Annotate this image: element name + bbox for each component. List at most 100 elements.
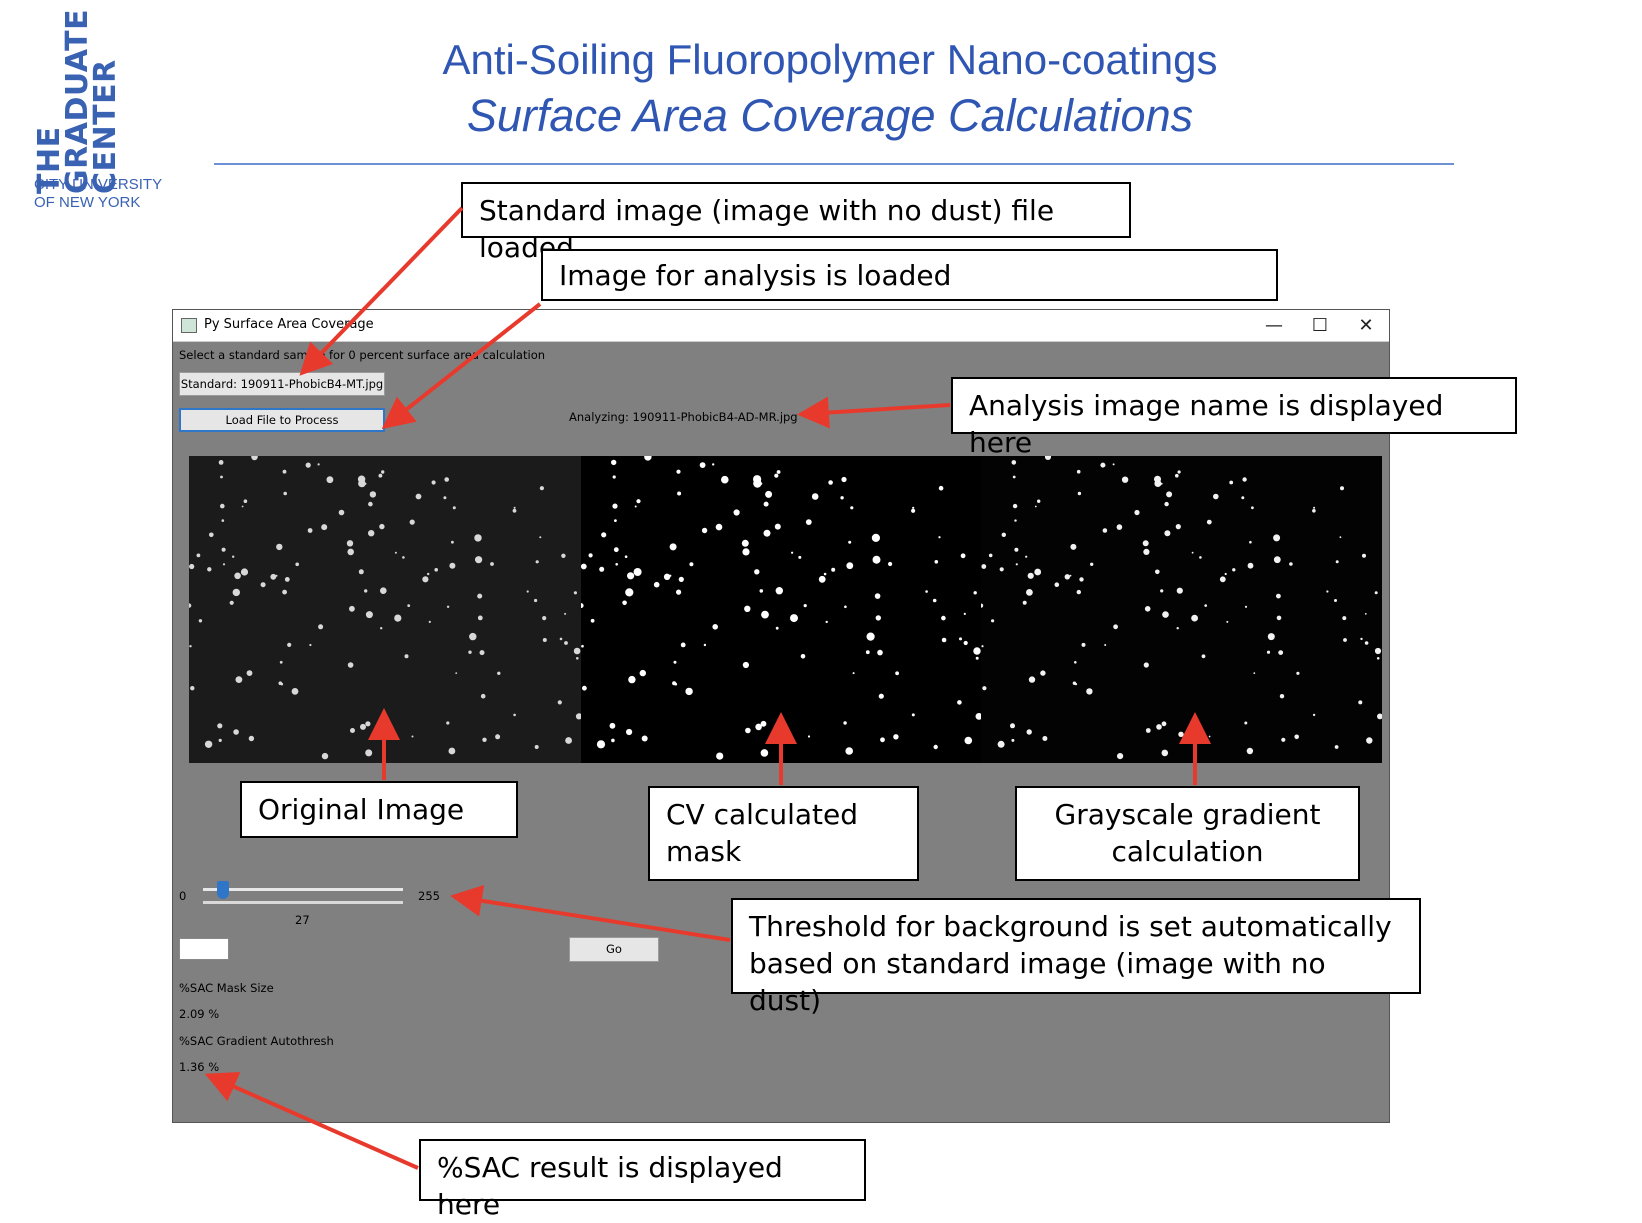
particle-dot bbox=[479, 650, 485, 656]
minimize-button[interactable]: — bbox=[1265, 315, 1283, 336]
particle-dot bbox=[872, 555, 881, 564]
particle-dot bbox=[878, 693, 884, 699]
particle-dot bbox=[1224, 572, 1227, 576]
mask-image-dots bbox=[578, 456, 983, 760]
particle-dot bbox=[1076, 469, 1081, 474]
particle-dot bbox=[911, 713, 915, 717]
particle-dot bbox=[941, 615, 946, 621]
particle-dot bbox=[775, 626, 779, 630]
particle-dot bbox=[1026, 589, 1033, 596]
particle-dot bbox=[828, 480, 833, 485]
particle-dot bbox=[1204, 604, 1207, 607]
slider-thumb[interactable] bbox=[217, 881, 229, 899]
particle-dot bbox=[964, 736, 973, 745]
particle-dot bbox=[557, 700, 562, 705]
particle-dot bbox=[1077, 491, 1082, 496]
particle-dot bbox=[973, 591, 977, 595]
logo-subline-2: OF NEW YORK bbox=[34, 194, 141, 211]
particle-dot bbox=[712, 624, 718, 630]
particle-dot bbox=[742, 548, 750, 556]
particle-dot bbox=[678, 576, 684, 582]
particle-dot bbox=[612, 503, 618, 509]
particle-dot bbox=[338, 509, 345, 516]
particle-dot bbox=[218, 460, 224, 465]
particle-dot bbox=[1042, 736, 1048, 741]
particle-dot bbox=[573, 647, 581, 655]
window-title: Py Surface Area Coverage bbox=[204, 317, 374, 332]
go-button[interactable]: Go bbox=[569, 937, 659, 962]
particle-dot bbox=[975, 656, 979, 660]
particle-dot bbox=[609, 722, 616, 729]
particle-dot bbox=[893, 734, 899, 740]
particle-dot bbox=[721, 475, 729, 484]
particle-dot bbox=[1081, 642, 1086, 647]
particle-dot bbox=[368, 530, 375, 537]
particle-dot bbox=[284, 577, 290, 582]
close-button[interactable]: ✕ bbox=[1358, 315, 1374, 336]
particle-dot bbox=[222, 563, 226, 566]
particle-dot bbox=[760, 749, 769, 757]
particle-dot bbox=[715, 523, 723, 531]
particle-dot bbox=[512, 508, 517, 513]
particle-dot bbox=[934, 560, 939, 564]
particle-dot bbox=[774, 473, 779, 478]
analyzing-filename: Analyzing: 190911-PhobicB4-AD-MR.jpg bbox=[569, 410, 798, 424]
threshold-slider[interactable] bbox=[203, 888, 403, 891]
particle-dot bbox=[1142, 540, 1149, 547]
particle-dot bbox=[979, 603, 984, 608]
particle-dot bbox=[685, 687, 693, 696]
threshold-input[interactable] bbox=[179, 938, 229, 960]
particle-dot bbox=[427, 572, 430, 576]
particle-dot bbox=[209, 532, 214, 538]
slider-max-label: 255 bbox=[418, 889, 440, 903]
particle-dot bbox=[1161, 749, 1169, 757]
particle-dot bbox=[775, 587, 783, 595]
particle-dot bbox=[831, 567, 836, 572]
load-file-button[interactable]: Load File to Process bbox=[179, 408, 385, 432]
particle-dot bbox=[1242, 477, 1247, 482]
particle-dot bbox=[1162, 611, 1169, 618]
particle-dot bbox=[307, 528, 313, 533]
particle-dot bbox=[798, 555, 802, 559]
particle-dot bbox=[865, 650, 870, 655]
particle-dot bbox=[1226, 620, 1229, 623]
particle-dot bbox=[365, 611, 373, 619]
particle-dot bbox=[763, 529, 771, 537]
particle-dot bbox=[975, 713, 983, 720]
particle-dot bbox=[912, 506, 915, 509]
particle-dot bbox=[220, 475, 223, 479]
particle-dot bbox=[599, 566, 605, 572]
particle-dot bbox=[1143, 662, 1149, 668]
particle-dot bbox=[276, 543, 283, 551]
particle-dot bbox=[251, 456, 258, 461]
particle-dot bbox=[1335, 560, 1339, 564]
particle-dot bbox=[596, 740, 606, 749]
particle-dot bbox=[1079, 577, 1084, 582]
particle-dot bbox=[911, 508, 916, 513]
callout-analysis-name: Analysis image name is displayed here bbox=[951, 377, 1517, 459]
particle-dot bbox=[744, 605, 751, 612]
particle-dot bbox=[644, 456, 652, 461]
particle-dot bbox=[733, 509, 740, 516]
particle-dot bbox=[1164, 501, 1169, 507]
particle-dot bbox=[676, 589, 682, 595]
particle-dot bbox=[803, 604, 807, 608]
particle-dot bbox=[1219, 576, 1226, 583]
particle-dot bbox=[745, 727, 751, 734]
particle-dot bbox=[411, 735, 414, 738]
callout-threshold: Threshold for background is set automati… bbox=[731, 898, 1421, 1017]
particle-dot bbox=[189, 603, 192, 608]
slide-title: Anti-Soiling Fluoropolymer Nano-coatings bbox=[442, 36, 1218, 83]
particle-dot bbox=[561, 553, 566, 558]
particle-dot bbox=[278, 681, 283, 685]
particle-dot bbox=[444, 477, 449, 482]
particle-dot bbox=[482, 737, 487, 742]
standard-file-button[interactable]: Standard: 190911-PhobicB4-MT.jpg bbox=[179, 372, 385, 396]
particle-dot bbox=[402, 556, 405, 559]
maximize-button[interactable]: ☐ bbox=[1311, 315, 1329, 336]
particle-dot bbox=[1364, 613, 1367, 615]
particle-dot bbox=[1377, 713, 1382, 720]
logo-subline-1: CITY UNIVERSITY bbox=[34, 176, 163, 193]
images-panel bbox=[189, 456, 1382, 763]
particle-dot bbox=[364, 589, 368, 593]
